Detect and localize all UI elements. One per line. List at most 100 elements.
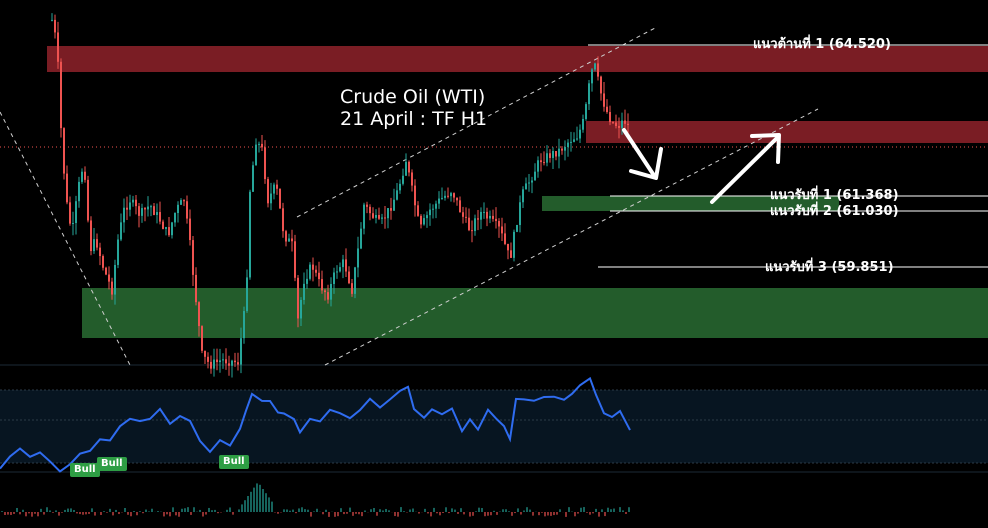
candle-body — [99, 247, 101, 257]
candle-body — [117, 239, 119, 265]
candle-body — [297, 277, 299, 319]
candle-body — [348, 271, 350, 284]
candle-body — [327, 292, 329, 300]
candle-body — [402, 175, 404, 184]
candle-body — [534, 171, 536, 181]
candle-body — [255, 144, 257, 166]
candle-body — [300, 299, 302, 319]
candle-body — [621, 120, 623, 128]
candle-body — [432, 208, 434, 210]
candle-body — [489, 215, 491, 219]
candle-body — [417, 205, 419, 216]
rsi-polyline — [0, 376, 631, 473]
candle-body — [396, 190, 398, 200]
candle-body — [279, 188, 281, 209]
candle-body — [366, 204, 368, 207]
candle-body — [147, 206, 149, 210]
candle-body — [579, 129, 581, 139]
candle-body — [552, 150, 554, 158]
candle-body — [93, 239, 95, 252]
candle-body — [411, 172, 413, 186]
candle-body — [378, 215, 380, 219]
candle-body — [363, 204, 365, 229]
candle-body — [390, 208, 392, 211]
candle-body — [345, 259, 347, 272]
candle-body — [96, 239, 98, 248]
candle-body — [246, 277, 248, 312]
candle-body — [582, 118, 584, 130]
candle-body — [624, 120, 626, 124]
candle-body — [189, 218, 191, 241]
candle-body — [270, 193, 272, 204]
candle-body — [465, 216, 467, 218]
chart-subtitle: 21 April : TF H1 — [340, 108, 488, 130]
candle-body — [120, 222, 122, 240]
candle-body — [456, 197, 458, 201]
candle-body — [453, 193, 455, 198]
candle-body — [549, 153, 551, 158]
candle-body — [306, 278, 308, 284]
candle-body — [207, 356, 209, 362]
candle-body — [477, 218, 479, 220]
candle-body — [219, 360, 221, 363]
candle-body — [198, 302, 200, 327]
candle-body — [531, 180, 533, 183]
candle-body — [330, 283, 332, 300]
candle-body — [129, 202, 131, 210]
candle-body — [351, 283, 353, 294]
candle-body — [588, 83, 590, 105]
candle-body — [555, 150, 557, 157]
candle-body — [447, 195, 449, 197]
level-label-s3: แนวรับที่ 3 (59.851) — [765, 260, 894, 275]
candle-body — [51, 19, 53, 21]
candle-body — [504, 233, 506, 244]
candle-body — [87, 179, 89, 221]
bull-badge: Bull — [97, 457, 127, 471]
candle-body — [285, 231, 287, 242]
bull-badge: Bull — [219, 455, 249, 469]
candle-body — [513, 231, 515, 258]
candle-body — [408, 161, 410, 173]
candle-body — [114, 264, 116, 295]
candle-body — [468, 217, 470, 231]
candle-body — [171, 222, 173, 236]
candle-body — [612, 122, 614, 124]
chart-title: Crude Oil (WTI) — [340, 86, 486, 108]
candle-body — [600, 76, 602, 94]
candle-body — [426, 215, 428, 219]
candle-body — [150, 206, 152, 208]
candle-body — [381, 217, 383, 219]
candle-body — [240, 338, 242, 365]
candle-body — [537, 160, 539, 172]
candle-body — [210, 361, 212, 369]
candle-body — [522, 189, 524, 203]
candle-body — [516, 224, 518, 232]
candle-body — [435, 203, 437, 209]
candle-body — [525, 183, 527, 190]
candle-body — [486, 211, 488, 219]
candle-body — [195, 274, 197, 303]
candle-body — [420, 215, 422, 225]
candle-body — [186, 201, 188, 219]
candle-body — [180, 200, 182, 205]
candle-body — [576, 138, 578, 140]
candle-body — [597, 63, 599, 77]
candle-body — [63, 128, 65, 174]
candle-body — [258, 143, 260, 145]
candle-body — [213, 359, 215, 369]
candle-body — [585, 104, 587, 119]
candle-body — [291, 238, 293, 242]
candle-body — [267, 179, 269, 204]
candle-body — [105, 267, 107, 275]
candle-body — [546, 153, 548, 163]
candle-body — [66, 173, 68, 203]
candle-body — [483, 211, 485, 213]
candle-body — [84, 171, 86, 180]
candle-body — [567, 142, 569, 148]
candle-body — [72, 223, 74, 225]
candle-body — [249, 191, 251, 278]
candle-body — [273, 184, 275, 194]
candle-body — [282, 208, 284, 232]
candle-body — [570, 141, 572, 143]
